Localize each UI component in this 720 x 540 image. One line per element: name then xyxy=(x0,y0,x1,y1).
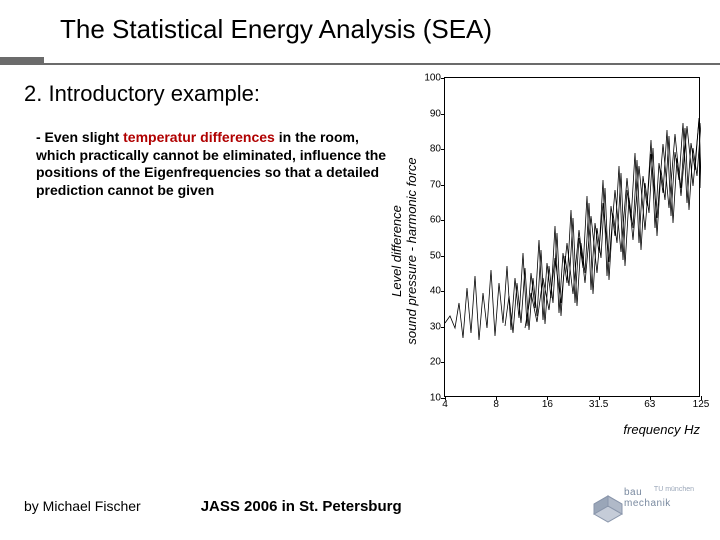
logo-tu-text: TU münchen xyxy=(654,486,694,493)
author-text: by Michael Fischer xyxy=(24,498,141,514)
body-prefix: - Even slight xyxy=(36,129,123,145)
chart-ylabel: Level difference sound pressure - harmon… xyxy=(389,157,419,344)
body-paragraph: - Even slight temperatur differences in … xyxy=(24,129,404,199)
title-rule xyxy=(0,57,720,71)
chart-plot-area: 102030405060708090100481631.563125 xyxy=(444,77,700,397)
page-title: The Statistical Energy Analysis (SEA) xyxy=(60,14,696,45)
venue-text: JASS 2006 in St. Petersburg xyxy=(201,498,586,515)
frequency-response-chart: Level difference sound pressure - harmon… xyxy=(412,71,712,431)
body-highlight: temperatur differences xyxy=(123,129,275,145)
logo: baumechanik TU münchen xyxy=(586,484,696,528)
chart-traces xyxy=(445,78,701,398)
section-heading: 2. Introductory example: xyxy=(24,81,404,107)
chart-xlabel: frequency Hz xyxy=(623,422,700,437)
